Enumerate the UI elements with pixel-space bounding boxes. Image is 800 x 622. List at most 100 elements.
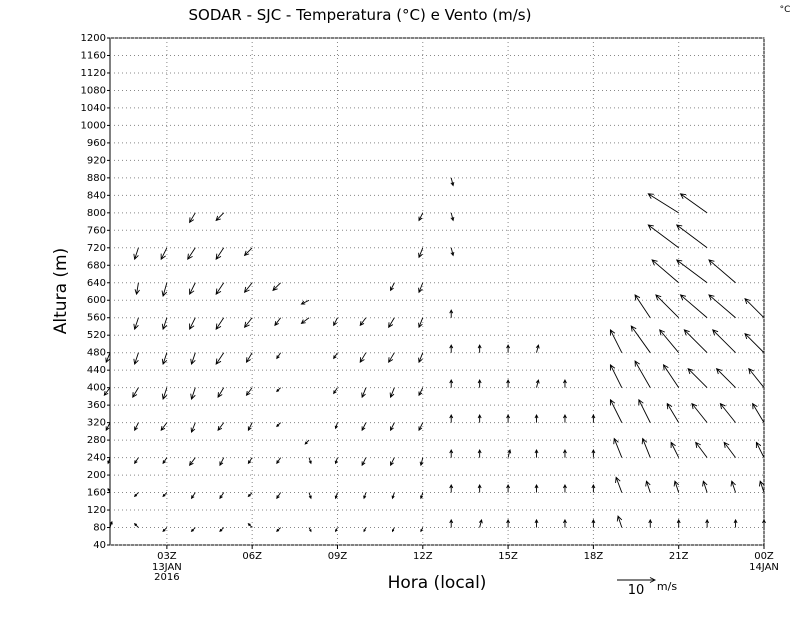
y-tick-label: 1080 bbox=[81, 85, 106, 96]
wind-vector bbox=[420, 492, 424, 500]
wind-vector bbox=[105, 352, 111, 364]
wind-vector bbox=[708, 294, 736, 319]
y-tick-label: 280 bbox=[87, 435, 106, 446]
wind-vector bbox=[162, 457, 168, 465]
y-tick-label: 1160 bbox=[81, 50, 106, 61]
wind-vector bbox=[675, 224, 708, 249]
wind-vector bbox=[300, 299, 310, 305]
wind-vector bbox=[687, 367, 708, 388]
reference-unit: m/s bbox=[657, 580, 677, 593]
x-date-label: 2016 bbox=[154, 572, 179, 583]
wind-vector bbox=[190, 492, 196, 500]
wind-vector bbox=[673, 480, 680, 493]
wind-vector bbox=[276, 527, 281, 533]
y-tick-label: 1000 bbox=[81, 120, 106, 131]
wind-vector bbox=[630, 325, 651, 353]
wind-vector bbox=[648, 518, 653, 528]
wind-vector bbox=[647, 224, 679, 249]
x-tick-label: 03Z bbox=[157, 551, 177, 562]
wind-vector bbox=[219, 527, 225, 533]
wind-vector bbox=[744, 332, 765, 354]
wind-vector bbox=[107, 487, 111, 493]
wind-vector bbox=[219, 457, 225, 467]
y-tick-label: 40 bbox=[93, 540, 106, 551]
wind-vector bbox=[276, 422, 281, 428]
y-tick-label: 200 bbox=[87, 470, 106, 481]
wind-vector bbox=[641, 437, 651, 458]
wind-vector bbox=[391, 527, 395, 533]
wind-vector bbox=[645, 480, 651, 493]
wind-vector bbox=[615, 476, 623, 493]
y-tick-label: 840 bbox=[87, 190, 106, 201]
wind-vector bbox=[133, 352, 139, 366]
wind-vector bbox=[506, 414, 511, 423]
x-tick-label: 15Z bbox=[498, 551, 518, 562]
wind-vector bbox=[132, 387, 139, 399]
wind-vector bbox=[161, 282, 168, 298]
wind-vector bbox=[755, 441, 765, 458]
wind-vector bbox=[563, 448, 567, 458]
y-tick-label: 320 bbox=[87, 418, 106, 429]
wind-vector bbox=[190, 352, 196, 366]
wind-vector bbox=[591, 483, 596, 493]
wind-vector bbox=[675, 259, 708, 284]
wind-vector bbox=[712, 329, 736, 354]
wind-vector bbox=[762, 518, 766, 528]
wind-vector bbox=[683, 329, 708, 354]
wind-vector bbox=[420, 527, 424, 533]
wind-vector bbox=[361, 457, 367, 467]
wind-vector bbox=[418, 317, 424, 329]
wind-vector bbox=[418, 352, 424, 364]
y-tick-label: 520 bbox=[87, 330, 106, 341]
y-tick-label: 880 bbox=[87, 173, 106, 184]
y-tick-label: 760 bbox=[87, 225, 106, 236]
wind-vector bbox=[758, 480, 765, 493]
wind-vector bbox=[666, 402, 680, 423]
wind-vector bbox=[506, 518, 511, 528]
wind-vector bbox=[702, 480, 708, 493]
wind-vector bbox=[418, 282, 424, 294]
wind-vector bbox=[647, 193, 679, 214]
wind-vector bbox=[563, 483, 567, 493]
wind-vector bbox=[189, 457, 196, 466]
y-tick-label: 240 bbox=[87, 453, 106, 464]
wind-vector bbox=[247, 523, 253, 528]
x-tick-label: 12Z bbox=[413, 551, 433, 562]
y-axis-label: Altura (m) bbox=[51, 248, 71, 334]
y-tick-label: 800 bbox=[87, 208, 106, 219]
wind-vector bbox=[276, 352, 281, 360]
x-tick-label: 06Z bbox=[242, 551, 262, 562]
wind-vector bbox=[333, 317, 338, 327]
wind-vector bbox=[308, 527, 312, 533]
wind-vector bbox=[109, 520, 113, 528]
wind-vector bbox=[134, 282, 140, 296]
y-tick-label: 1200 bbox=[81, 33, 106, 44]
wind-vector bbox=[363, 492, 367, 500]
wind-vector bbox=[215, 282, 225, 295]
wind-vector bbox=[243, 247, 253, 257]
wind-vector bbox=[609, 398, 623, 423]
wind-vector bbox=[591, 448, 596, 458]
wind-vector bbox=[103, 387, 111, 397]
wind-vector bbox=[217, 387, 225, 399]
wind-vector bbox=[450, 212, 455, 222]
x-date-label: 14JAN bbox=[749, 562, 779, 573]
wind-vector bbox=[334, 492, 338, 500]
wind-vector bbox=[708, 259, 736, 284]
wind-vector bbox=[418, 387, 424, 397]
wind-vector bbox=[477, 344, 482, 353]
wind-vector bbox=[245, 387, 253, 397]
wind-vector bbox=[670, 441, 680, 458]
wind-vector bbox=[477, 448, 482, 458]
wind-vector bbox=[334, 422, 338, 430]
wind-vector bbox=[752, 402, 765, 423]
wind-vector bbox=[189, 282, 196, 296]
wind-vector bbox=[300, 317, 310, 325]
wind-vector bbox=[215, 352, 225, 365]
wind-vector bbox=[449, 483, 454, 493]
wind-vector bbox=[563, 379, 567, 388]
wind-vector bbox=[162, 492, 168, 498]
wind-vector bbox=[733, 518, 738, 528]
wind-vector bbox=[133, 317, 139, 331]
wind-vector bbox=[388, 317, 395, 329]
